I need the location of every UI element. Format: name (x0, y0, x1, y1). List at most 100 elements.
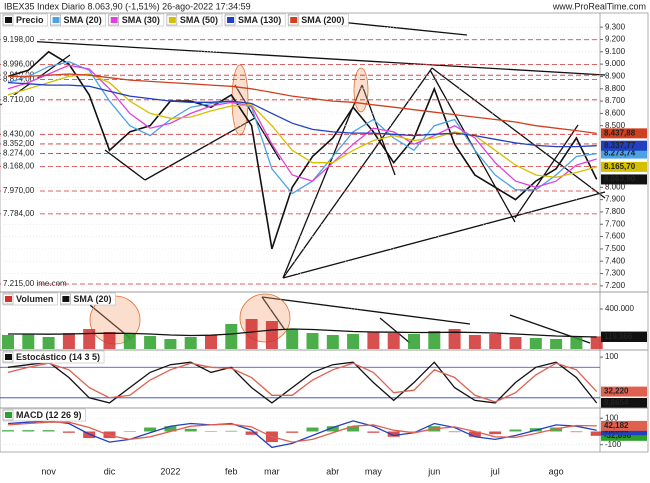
bar (205, 431, 217, 432)
y-tick-label: 8.600 (605, 108, 626, 117)
bar (123, 431, 136, 432)
x-tick-label: dic (104, 466, 116, 476)
bar (509, 337, 522, 349)
legend-label: Volumen (16, 294, 53, 304)
bar (570, 336, 583, 349)
bar (22, 334, 35, 349)
value-tag-bg (601, 128, 647, 139)
x-tick-label: ago (549, 466, 564, 476)
legend-swatch (52, 17, 60, 23)
bar (164, 426, 177, 432)
bar (306, 427, 319, 432)
level-label-bg (1, 138, 37, 148)
series-line (7, 361, 598, 404)
value-tag: -32,896 (604, 431, 632, 440)
x-tick-label: feb (225, 466, 238, 476)
y-tick-label: 9.100 (605, 47, 626, 56)
x-tick-label: jul (490, 466, 500, 476)
bar (387, 431, 400, 437)
y-tick-label: 100 (605, 352, 619, 361)
level-label-bg (1, 208, 37, 218)
panel-frame (0, 407, 649, 453)
chart-title: IBEX35 Index Diario 8.063,90 (-1,51%) 26… (4, 1, 251, 11)
legend-label: SMA (50) (180, 15, 218, 25)
y-tick-label: 7.200 (605, 281, 626, 290)
value-tag-bg (601, 161, 647, 172)
legend-swatch (227, 17, 235, 23)
level-label-bg (1, 59, 37, 69)
y-tick-label: 8.500 (605, 121, 626, 130)
legend-item: SMA (20) (60, 292, 116, 306)
level-label-bg (1, 185, 37, 195)
bar (347, 426, 360, 432)
series-line (8, 328, 597, 338)
y-tick-label: 400.000 (605, 304, 634, 313)
y-tick-label: 7.800 (605, 207, 626, 216)
bar (286, 431, 299, 433)
y-tick-label: 7.300 (605, 269, 626, 278)
legend-item: MACD (12 26 9) (2, 408, 86, 422)
bar (225, 324, 238, 349)
bar (448, 329, 461, 349)
legend-item: Precio (2, 13, 48, 27)
level-label-bg (1, 94, 37, 104)
legend-label: SMA (30) (122, 15, 160, 25)
level-label-bg (1, 161, 37, 171)
bar (387, 333, 400, 349)
legend-swatch (5, 296, 12, 302)
value-tag-bg (601, 332, 647, 343)
bar (448, 431, 461, 433)
value-tag-bg (601, 174, 647, 185)
value-tag: 9,8654 (604, 398, 629, 407)
bar (529, 338, 542, 349)
bar (265, 321, 278, 349)
bar (428, 331, 441, 349)
series-line (7, 61, 597, 195)
legend-label: Estocástico (14 3 5) (16, 352, 100, 362)
legend-item: SMA (30) (108, 13, 165, 27)
value-tag: 8.337,77 (604, 141, 636, 150)
x-tick-label: jun (427, 466, 440, 476)
value-tag: 42,182 (604, 421, 629, 430)
bar (468, 335, 481, 349)
level-label: 9.198,00 (3, 35, 35, 44)
y-tick-label: 7.700 (605, 219, 626, 228)
value-tag: 32,220 (604, 387, 629, 396)
y-tick-label: 100 (605, 413, 619, 422)
bar (184, 428, 197, 432)
bar (42, 430, 55, 432)
level-label-bg (1, 34, 37, 44)
y-tick-label: 9.000 (605, 59, 626, 68)
x-tick-label: mar (264, 466, 280, 476)
bar (2, 335, 14, 349)
bar (489, 334, 502, 349)
bar (42, 337, 55, 349)
y-tick-label: 9.200 (605, 35, 626, 44)
value-tag: 8.437,88 (604, 128, 636, 137)
value-tag: 119.966 (604, 332, 633, 341)
bar (286, 329, 299, 349)
level-label: 8.274,00 (3, 149, 35, 158)
level-label: 8.710,00 (3, 95, 35, 104)
series-line (7, 421, 597, 443)
bar (590, 336, 603, 349)
level-label: 8.996,00 (3, 60, 35, 69)
level-label-bg (1, 129, 37, 139)
legend-swatch (290, 17, 298, 23)
bar (144, 427, 157, 432)
legend-item: SMA (50) (166, 13, 223, 27)
x-tick-label: nov (41, 466, 56, 476)
bar (326, 426, 339, 432)
value-tag-bg (601, 148, 647, 159)
bar (347, 334, 360, 349)
legend-swatch (110, 17, 118, 23)
bar (550, 427, 563, 432)
value-tag: 8.165,70 (604, 162, 636, 171)
level-label: 8.168,00 (3, 162, 35, 171)
series-line (8, 73, 597, 135)
bar (2, 430, 14, 432)
y-tick-label: 9.300 (605, 22, 626, 31)
y-tick-label: 8.800 (605, 84, 626, 93)
legend-swatch (168, 17, 176, 23)
